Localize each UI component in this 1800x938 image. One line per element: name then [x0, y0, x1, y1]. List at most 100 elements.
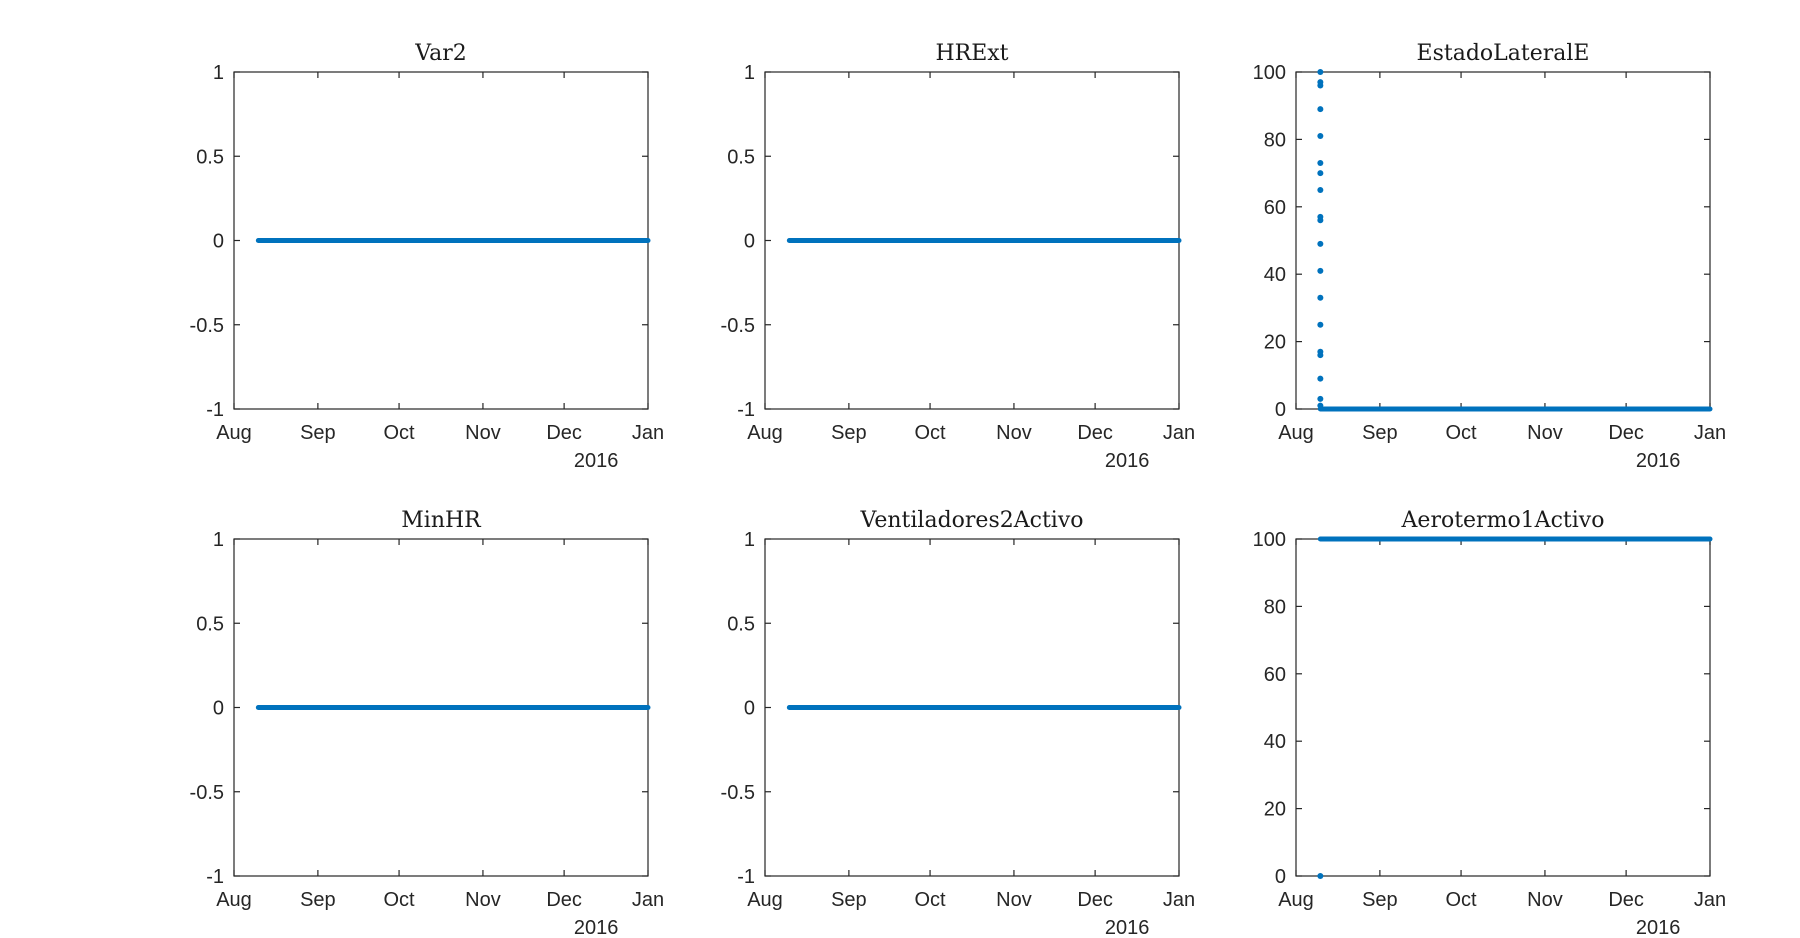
x-tick-label: Dec [1077, 889, 1113, 911]
y-tick-label: 80 [1264, 129, 1286, 151]
y-tick-label: 0.5 [196, 613, 224, 635]
x-tick-label: Dec [546, 422, 582, 444]
data-point [1317, 395, 1324, 402]
data-point [1317, 69, 1324, 75]
chart-title: MinHR [401, 508, 482, 533]
y-tick-label: -0.5 [190, 315, 224, 337]
data-point [1317, 240, 1324, 247]
subplot-5: Ventiladores2Activo -1 -0.5 0 0.5 1 Aug Sep Oct N… [721, 508, 1196, 938]
y-tick-label: 0 [1275, 399, 1286, 421]
x-tick-label: Aug [1278, 889, 1314, 911]
chart-title: Aerotermo1Activo [1401, 508, 1605, 533]
data-point [1317, 294, 1324, 301]
y-tick-label: -1 [206, 399, 224, 421]
chart-title: HRExt [935, 41, 1008, 66]
y-tick-label: 0.5 [196, 146, 224, 168]
subplot-3: EstadoLateralE 0 20 40 60 80 100 Aug Sep Oct Nov De… [1253, 41, 1727, 472]
y-tick-label: 100 [1253, 62, 1286, 84]
data-point [1317, 375, 1324, 382]
data-point [1317, 133, 1324, 140]
y-tick-label: 1 [744, 62, 755, 84]
data-point [1317, 170, 1324, 177]
x-tick-label: Aug [216, 889, 252, 911]
x-tick-label: Aug [216, 422, 252, 444]
x-tick-label: Jan [632, 422, 664, 444]
y-tick-label: 40 [1264, 264, 1286, 286]
data-point [1317, 267, 1324, 274]
data-point [1317, 321, 1324, 328]
x-tick-label: Oct [1445, 422, 1477, 444]
x-tick-label: Sep [1362, 889, 1398, 911]
data-point [1317, 402, 1324, 409]
y-tick-label: 60 [1264, 197, 1286, 219]
x-tick-label: Nov [996, 422, 1032, 444]
y-tick-label: 60 [1264, 664, 1286, 686]
x-tick-label: Sep [1362, 422, 1398, 444]
x-tick-label: Dec [1077, 422, 1113, 444]
data-point [1317, 82, 1324, 89]
x-tick-label: Jan [1694, 889, 1726, 911]
x-tick-label: Nov [1527, 889, 1563, 911]
plot-area [1295, 71, 1711, 410]
x-tick-label: Jan [1163, 889, 1195, 911]
data-point [1317, 217, 1324, 224]
y-tick-label: 40 [1264, 731, 1286, 753]
x-tick-label: Sep [831, 422, 867, 444]
x-tick-label: Oct [383, 422, 415, 444]
x-tick-label: Aug [1278, 422, 1314, 444]
y-tick-label: 0 [744, 698, 755, 720]
y-tick-label: -1 [737, 399, 755, 421]
x-tick-label: Jan [632, 889, 664, 911]
x-tick-label: Jan [1694, 422, 1726, 444]
data-point [1317, 186, 1324, 193]
y-tick-label: 0 [213, 698, 224, 720]
y-tick-label: 0 [1275, 866, 1286, 888]
y-tick-label: -1 [737, 866, 755, 888]
x-tick-label: Dec [546, 889, 582, 911]
x-tick-label: Sep [300, 422, 336, 444]
y-tick-label: -0.5 [721, 782, 755, 804]
x-tick-label: Oct [1445, 889, 1477, 911]
x-tick-label: Nov [465, 889, 501, 911]
y-tick-label: 80 [1264, 596, 1286, 618]
y-tick-label: 1 [213, 529, 224, 551]
y-tick-label: 100 [1253, 529, 1286, 551]
x-tick-label: Oct [914, 422, 946, 444]
data-point [1317, 873, 1324, 879]
chart-title: Var2 [414, 41, 467, 66]
x-year-label: 2016 [1105, 917, 1150, 938]
x-tick-label: Dec [1608, 422, 1644, 444]
data-point [1317, 106, 1324, 113]
data-point [1317, 159, 1324, 166]
y-tick-label: -1 [206, 866, 224, 888]
x-tick-label: Nov [465, 422, 501, 444]
x-year-label: 2016 [1636, 450, 1681, 472]
subplot-6: Aerotermo1Activo 0 20 40 60 80 100 Aug Sep Oct Nov… [1253, 508, 1727, 938]
x-tick-label: Oct [914, 889, 946, 911]
y-tick-label: 0 [744, 231, 755, 253]
x-year-label: 2016 [1105, 450, 1150, 472]
y-tick-label: 0.5 [727, 613, 755, 635]
x-tick-label: Oct [383, 889, 415, 911]
y-tick-label: 1 [213, 62, 224, 84]
subplot-1: Var2 -1 -0.5 0 0.5 1 Aug Sep Oct Nov Dec Jan 2016 [190, 41, 665, 472]
chart-title: Ventiladores2Activo [860, 508, 1084, 533]
x-tick-label: Dec [1608, 889, 1644, 911]
y-tick-label: 1 [744, 529, 755, 551]
x-tick-label: Nov [996, 889, 1032, 911]
subplot-2: HRExt -1 -0.5 0 0.5 1 Aug Sep Oct Nov Dec Jan 2016 [721, 41, 1196, 472]
x-year-label: 2016 [574, 917, 619, 938]
x-year-label: 2016 [1636, 917, 1681, 938]
x-tick-label: Nov [1527, 422, 1563, 444]
subplot-4: MinHR -1 -0.5 0 0.5 1 Aug Sep Oct Nov Dec Jan 2016 [190, 508, 665, 938]
chart-title: EstadoLateralE [1417, 41, 1590, 66]
x-tick-label: Sep [831, 889, 867, 911]
x-tick-label: Aug [747, 889, 783, 911]
x-year-label: 2016 [574, 450, 619, 472]
y-tick-label: -0.5 [721, 315, 755, 337]
plot-area [1295, 538, 1711, 877]
y-tick-label: 0 [213, 231, 224, 253]
x-tick-label: Sep [300, 889, 336, 911]
x-tick-label: Aug [747, 422, 783, 444]
